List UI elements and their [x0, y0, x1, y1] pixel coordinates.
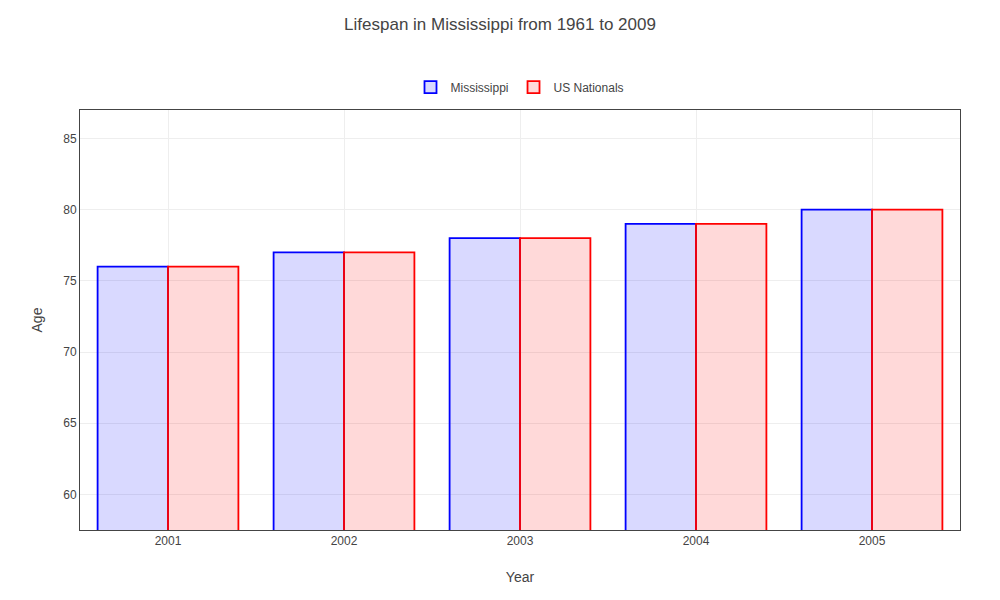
svg-text:US Nationals: US Nationals [554, 81, 624, 95]
svg-text:2005: 2005 [859, 534, 886, 548]
svg-text:65: 65 [63, 416, 77, 430]
svg-text:2003: 2003 [507, 534, 534, 548]
svg-text:70: 70 [63, 345, 77, 359]
svg-text:2004: 2004 [683, 534, 710, 548]
svg-text:Year: Year [506, 569, 535, 585]
svg-text:2002: 2002 [331, 534, 358, 548]
svg-text:80: 80 [63, 203, 77, 217]
svg-text:85: 85 [63, 132, 77, 146]
svg-text:Age: Age [29, 307, 45, 332]
svg-text:Mississippi: Mississippi [451, 81, 509, 95]
svg-text:75: 75 [63, 274, 77, 288]
svg-text:Lifespan in Mississippi from 1: Lifespan in Mississippi from 1961 to 200… [344, 15, 656, 34]
svg-text:2001: 2001 [155, 534, 182, 548]
svg-text:60: 60 [63, 488, 77, 502]
